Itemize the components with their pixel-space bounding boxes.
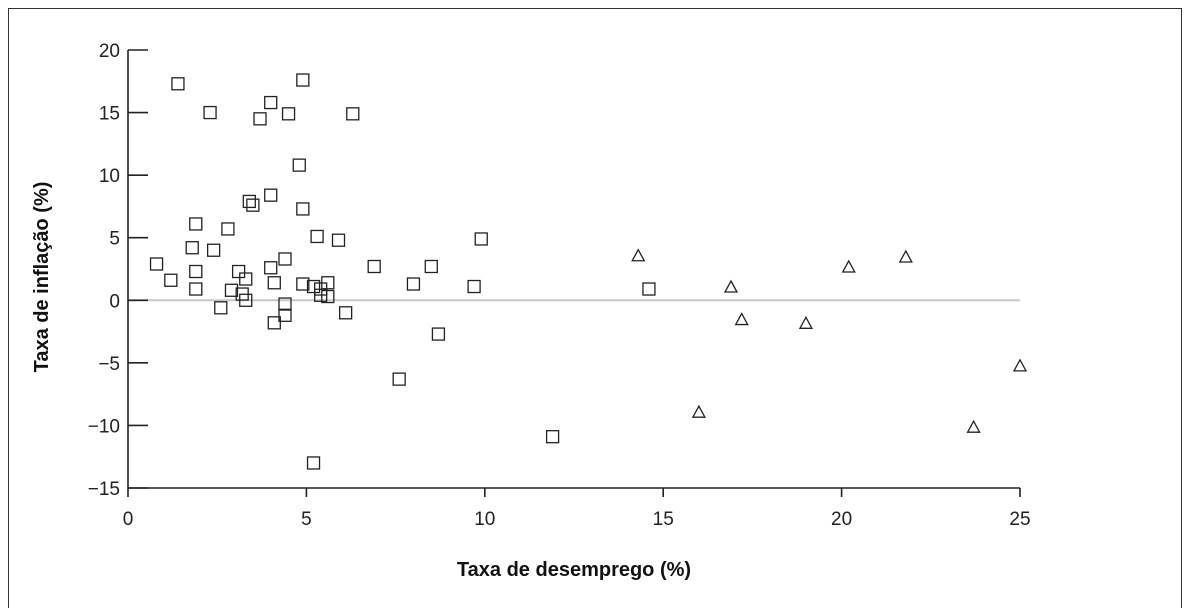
data-point-square — [185, 241, 199, 255]
data-point-square — [321, 276, 335, 290]
data-point-square — [306, 456, 321, 470]
data-point-square — [296, 277, 310, 291]
data-point-square — [267, 276, 281, 290]
data-point-square — [431, 327, 446, 341]
data-point-square — [314, 288, 328, 302]
y-tick-label: −15 — [88, 479, 120, 500]
data-point-square — [164, 273, 178, 287]
data-point-square — [406, 277, 421, 291]
x-tick-label: 15 — [653, 509, 674, 530]
data-point-square — [242, 194, 256, 209]
data-point-square — [203, 105, 217, 120]
data-point-square — [206, 243, 221, 257]
y-ticks: 20 15 10 5 0 −5 −10 −15 — [88, 41, 148, 500]
y-tick-label: 20 — [99, 41, 120, 62]
chart-frame — [8, 8, 1182, 608]
data-point-square — [292, 158, 306, 172]
y-tick-label: 10 — [99, 166, 120, 187]
data-point-square — [467, 279, 481, 294]
y-tick-label: 15 — [99, 104, 120, 125]
data-point-square — [224, 283, 239, 297]
data-point-square — [189, 264, 203, 279]
data-point-square — [367, 259, 381, 274]
data-point-triangle — [631, 248, 646, 262]
data-point-square — [545, 430, 560, 444]
data-point-square — [642, 282, 656, 296]
data-point-square — [278, 297, 292, 311]
data-point-triangle — [798, 315, 814, 329]
data-point-square — [346, 107, 360, 121]
data-point-square — [281, 107, 296, 121]
data-point-square — [264, 261, 278, 275]
data-point-square — [239, 272, 253, 286]
data-point-square — [246, 198, 260, 212]
y-tick-label: 0 — [109, 291, 120, 312]
x-tick-label: 20 — [831, 509, 852, 530]
data-point-triangle — [1012, 358, 1028, 372]
y-tick-label: 5 — [109, 229, 120, 250]
data-point-square — [253, 112, 267, 126]
data-point-square — [231, 264, 246, 279]
data-point-square — [424, 259, 438, 274]
data-point-square — [189, 217, 203, 231]
data-point-square — [306, 279, 321, 294]
data-point-square — [338, 306, 353, 320]
data-point-square — [278, 308, 292, 322]
data-point-square — [189, 282, 203, 296]
data-point-square — [214, 301, 228, 315]
data-points — [149, 73, 1028, 470]
x-tick-label: 5 — [301, 509, 312, 530]
data-point-triangle — [691, 404, 706, 418]
x-ticks: 0 5 10 15 20 25 — [123, 488, 1031, 530]
data-point-square — [267, 316, 281, 330]
y-tick-label: −10 — [88, 416, 120, 437]
data-point-square — [149, 257, 164, 271]
data-point-triangle — [966, 419, 981, 433]
data-point-square — [321, 289, 335, 304]
data-point-triangle — [898, 249, 913, 263]
x-tick-label: 25 — [1009, 509, 1030, 530]
y-tick-label: −5 — [98, 354, 120, 375]
data-point-square — [171, 77, 185, 91]
data-point-triangle — [734, 312, 749, 326]
data-point-square — [392, 372, 406, 386]
x-tick-label: 10 — [474, 509, 495, 530]
data-point-square — [264, 188, 278, 202]
data-point-square — [221, 222, 235, 236]
data-point-square — [296, 73, 310, 87]
data-point-square — [331, 233, 346, 247]
data-point-triangle — [723, 279, 739, 293]
data-point-triangle — [841, 259, 856, 273]
data-point-square — [296, 202, 310, 216]
y-axis-title: Taxa de inflação (%) — [31, 182, 53, 373]
data-point-square — [474, 232, 488, 246]
data-point-square — [278, 252, 292, 266]
data-point-square — [310, 229, 324, 244]
x-tick-label: 0 — [123, 509, 134, 530]
data-point-square — [239, 293, 253, 307]
data-point-square — [264, 95, 278, 110]
x-axis-title: Taxa de desemprego (%) — [457, 559, 691, 581]
